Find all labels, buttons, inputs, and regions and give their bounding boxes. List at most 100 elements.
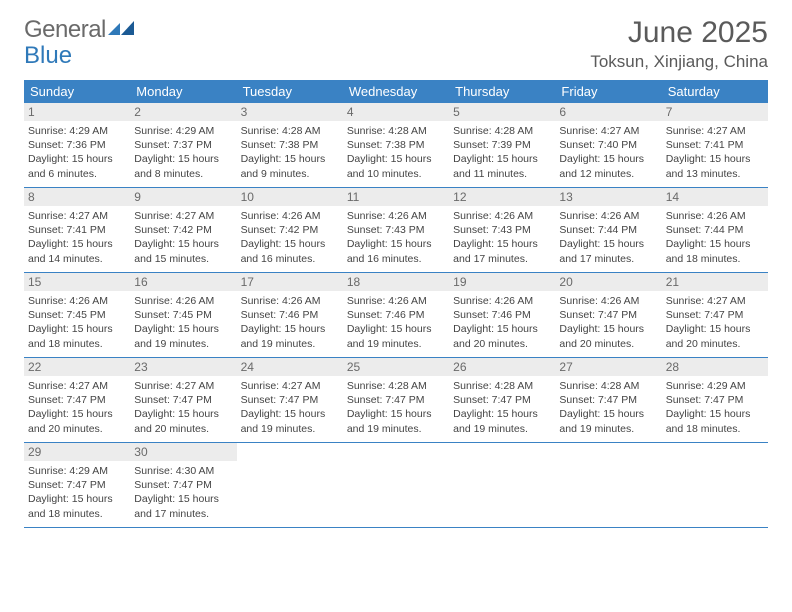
calendar-day: 11 Sunrise: 4:26 AMSunset: 7:43 PMDayligh…	[343, 188, 449, 272]
day-number: 17	[237, 273, 343, 291]
calendar-day: 20 Sunrise: 4:26 AMSunset: 7:47 PMDayligh…	[555, 273, 661, 357]
calendar-day	[555, 443, 661, 527]
calendar-day: 30 Sunrise: 4:30 AMSunset: 7:47 PMDayligh…	[130, 443, 236, 527]
day-info: Sunrise: 4:26 AMSunset: 7:43 PMDaylight:…	[453, 209, 551, 266]
calendar-body: 1 Sunrise: 4:29 AMSunset: 7:36 PMDaylight…	[24, 103, 768, 528]
calendar-day: 27 Sunrise: 4:28 AMSunset: 7:47 PMDayligh…	[555, 358, 661, 442]
calendar-week: 8Sunrise: 4:27 AMSunset: 7:41 PMDaylight…	[24, 188, 768, 273]
day-number: 23	[130, 358, 236, 376]
calendar-day: 26Sunrise: 4:28 AMSunset: 7:47 PMDayligh…	[449, 358, 555, 442]
day-number: 13	[555, 188, 661, 206]
calendar-day: 18 Sunrise: 4:26 AMSunset: 7:46 PMDayligh…	[343, 273, 449, 357]
day-info: Sunrise: 4:26 AMSunset: 7:42 PMDaylight:…	[241, 209, 339, 266]
day-info: Sunrise: 4:26 AMSunset: 7:43 PMDaylight:…	[347, 209, 445, 266]
day-info: Sunrise: 4:29 AMSunset: 7:47 PMDaylight:…	[666, 379, 764, 436]
day-number: 12	[449, 188, 555, 206]
day-number: 30	[130, 443, 236, 461]
calendar-day: 7 Sunrise: 4:27 AMSunset: 7:41 PMDaylight…	[662, 103, 768, 187]
calendar-day: 15 Sunrise: 4:26 AMSunset: 7:45 PMDayligh…	[24, 273, 130, 357]
brand-part1: General	[24, 16, 106, 44]
day-number: 7	[662, 103, 768, 121]
weekday-saturday: Saturday	[662, 80, 768, 103]
day-number: 10	[237, 188, 343, 206]
calendar-day: 1 Sunrise: 4:29 AMSunset: 7:36 PMDaylight…	[24, 103, 130, 187]
weekday-monday: Monday	[130, 80, 236, 103]
day-number: 20	[555, 273, 661, 291]
day-info: Sunrise: 4:28 AMSunset: 7:47 PMDaylight:…	[559, 379, 657, 436]
calendar-week: 15Sunrise: 4:26 AMSunset: 7:45 PMDayligh…	[24, 273, 768, 358]
calendar-week: 1 Sunrise: 4:29 AMSunset: 7:36 PMDaylight…	[24, 103, 768, 188]
day-info: Sunrise: 4:27 AMSunset: 7:41 PMDaylight:…	[666, 124, 764, 181]
day-info: Sunrise: 4:26 AMSunset: 7:47 PMDaylight:…	[559, 294, 657, 351]
header: General June 2025 Toksun, Xinjiang, Chin…	[24, 16, 768, 72]
day-info: Sunrise: 4:28 AMSunset: 7:38 PMDaylight:…	[347, 124, 445, 181]
day-number: 9	[130, 188, 236, 206]
day-number: 11	[343, 188, 449, 206]
calendar-day: 4 Sunrise: 4:28 AMSunset: 7:38 PMDaylight…	[343, 103, 449, 187]
brand-part2: Blue	[24, 42, 72, 70]
calendar-day: 14Sunrise: 4:26 AMSunset: 7:44 PMDayligh…	[662, 188, 768, 272]
calendar-day: 2 Sunrise: 4:29 AMSunset: 7:37 PMDaylight…	[130, 103, 236, 187]
calendar-day: 8Sunrise: 4:27 AMSunset: 7:41 PMDaylight…	[24, 188, 130, 272]
day-number: 15	[24, 273, 130, 291]
calendar-day	[662, 443, 768, 527]
calendar-day: 13 Sunrise: 4:26 AMSunset: 7:44 PMDayligh…	[555, 188, 661, 272]
day-info: Sunrise: 4:27 AMSunset: 7:47 PMDaylight:…	[666, 294, 764, 351]
day-number: 5	[449, 103, 555, 121]
day-number: 3	[237, 103, 343, 121]
calendar-weekday-header: Sunday Monday Tuesday Wednesday Thursday…	[24, 80, 768, 103]
day-info: Sunrise: 4:26 AMSunset: 7:45 PMDaylight:…	[134, 294, 232, 351]
day-number: 26	[449, 358, 555, 376]
day-number: 25	[343, 358, 449, 376]
day-number: 4	[343, 103, 449, 121]
weekday-thursday: Thursday	[449, 80, 555, 103]
calendar-day	[343, 443, 449, 527]
calendar-day: 22 Sunrise: 4:27 AMSunset: 7:47 PMDayligh…	[24, 358, 130, 442]
calendar-day: 29Sunrise: 4:29 AMSunset: 7:47 PMDayligh…	[24, 443, 130, 527]
day-number: 29	[24, 443, 130, 461]
day-number: 24	[237, 358, 343, 376]
weekday-friday: Friday	[555, 80, 661, 103]
day-info: Sunrise: 4:28 AMSunset: 7:38 PMDaylight:…	[241, 124, 339, 181]
day-number: 6	[555, 103, 661, 121]
calendar-day: 9 Sunrise: 4:27 AMSunset: 7:42 PMDaylight…	[130, 188, 236, 272]
day-info: Sunrise: 4:27 AMSunset: 7:47 PMDaylight:…	[134, 379, 232, 436]
day-info: Sunrise: 4:26 AMSunset: 7:45 PMDaylight:…	[28, 294, 126, 351]
day-number: 1	[24, 103, 130, 121]
day-info: Sunrise: 4:28 AMSunset: 7:39 PMDaylight:…	[453, 124, 551, 181]
day-info: Sunrise: 4:27 AMSunset: 7:40 PMDaylight:…	[559, 124, 657, 181]
title-block: June 2025 Toksun, Xinjiang, China	[590, 16, 768, 72]
weekday-tuesday: Tuesday	[237, 80, 343, 103]
month-title: June 2025	[590, 16, 768, 50]
day-info: Sunrise: 4:26 AMSunset: 7:46 PMDaylight:…	[347, 294, 445, 351]
flag-icon	[108, 21, 134, 39]
calendar-day: 19 Sunrise: 4:26 AMSunset: 7:46 PMDayligh…	[449, 273, 555, 357]
calendar-day: 10 Sunrise: 4:26 AMSunset: 7:42 PMDayligh…	[237, 188, 343, 272]
calendar-day: 28 Sunrise: 4:29 AMSunset: 7:47 PMDayligh…	[662, 358, 768, 442]
day-info: Sunrise: 4:30 AMSunset: 7:47 PMDaylight:…	[134, 464, 232, 521]
calendar-week: 22Sunrise: 4:27 AMSunset: 7:47 PMDayligh…	[24, 358, 768, 443]
calendar-day: 12 Sunrise: 4:26 AMSunset: 7:43 PMDayligh…	[449, 188, 555, 272]
calendar-day: 16 Sunrise: 4:26 AMSunset: 7:45 PMDayligh…	[130, 273, 236, 357]
day-info: Sunrise: 4:27 AMSunset: 7:47 PMDaylight:…	[241, 379, 339, 436]
day-number: 16	[130, 273, 236, 291]
day-info: Sunrise: 4:27 AMSunset: 7:42 PMDaylight:…	[134, 209, 232, 266]
day-info: Sunrise: 4:29 AMSunset: 7:37 PMDaylight:…	[134, 124, 232, 181]
day-info: Sunrise: 4:26 AMSunset: 7:44 PMDaylight:…	[559, 209, 657, 266]
calendar-day: 5 Sunrise: 4:28 AMSunset: 7:39 PMDaylight…	[449, 103, 555, 187]
day-info: Sunrise: 4:26 AMSunset: 7:46 PMDaylight:…	[453, 294, 551, 351]
day-number: 22	[24, 358, 130, 376]
day-number: 2	[130, 103, 236, 121]
day-info: Sunrise: 4:28 AMSunset: 7:47 PMDaylight:…	[347, 379, 445, 436]
day-number: 18	[343, 273, 449, 291]
day-info: Sunrise: 4:26 AMSunset: 7:44 PMDaylight:…	[666, 209, 764, 266]
calendar-day: 21Sunrise: 4:27 AMSunset: 7:47 PMDayligh…	[662, 273, 768, 357]
day-number: 28	[662, 358, 768, 376]
calendar-day: 6 Sunrise: 4:27 AMSunset: 7:40 PMDaylight…	[555, 103, 661, 187]
day-number: 27	[555, 358, 661, 376]
weekday-sunday: Sunday	[24, 80, 130, 103]
calendar-day: 24 Sunrise: 4:27 AMSunset: 7:47 PMDayligh…	[237, 358, 343, 442]
day-info: Sunrise: 4:27 AMSunset: 7:47 PMDaylight:…	[28, 379, 126, 436]
day-number: 19	[449, 273, 555, 291]
day-info: Sunrise: 4:29 AMSunset: 7:36 PMDaylight:…	[28, 124, 126, 181]
